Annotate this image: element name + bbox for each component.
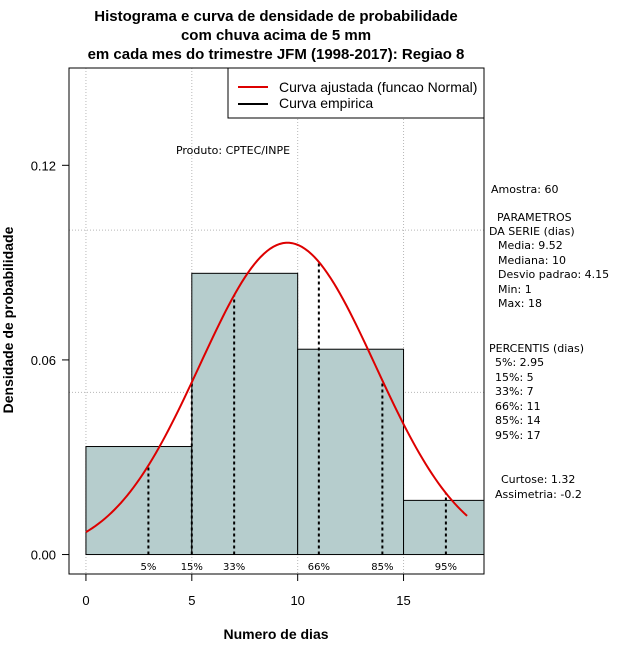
y-tick-label: 0.00 (31, 548, 56, 563)
percentile-labels: 5% 15% 33% 66% 85% 95% (140, 562, 457, 573)
axes: 0 5 10 15 0.00 0.06 0.12 (31, 158, 411, 608)
stat-param: Desvio padrao: 4.15 (498, 268, 609, 281)
stat-param: Mediana: 10 (498, 254, 566, 267)
chart-title-line-2: com chuva acima de 5 mm (181, 27, 371, 44)
normal-curve (85, 241, 468, 533)
percentile-label: 66% (308, 562, 330, 573)
histogram-bar (85, 446, 193, 556)
legend-box (227, 67, 485, 119)
stat-percentil: 66%: 11 (495, 400, 541, 413)
stat-curtose: Curtose: 1.32 (501, 473, 575, 486)
x-tick-label: 15 (396, 593, 410, 608)
stat-param: Min: 1 (498, 283, 532, 296)
stat-params-header-2: DA SERIE (dias) (489, 225, 575, 238)
x-axis-label: Numero de dias (223, 626, 328, 642)
stat-percentil: 15%: 5 (495, 371, 534, 384)
histogram-bar (403, 499, 485, 556)
stats-panel: Amostra: 60 PARAMETROS DA SERIE (dias) M… (489, 183, 609, 501)
percentile-label: 15% (181, 562, 203, 573)
y-tick-label: 0.12 (31, 158, 56, 173)
stat-percentil: 5%: 2.95 (495, 356, 544, 369)
stat-param: Max: 18 (498, 297, 542, 310)
stat-assimetria: Assimetria: -0.2 (495, 488, 582, 501)
percentile-label: 5% (140, 562, 156, 573)
stat-percentil: 85%: 14 (495, 414, 541, 427)
stat-percentis-header: PERCENTIS (dias) (489, 342, 584, 355)
percentile-label: 85% (371, 562, 393, 573)
histogram-bar (297, 348, 405, 556)
legend: Curva ajustada (funcao Normal) Curva emp… (227, 67, 485, 119)
legend-entry-empirical: Curva empirica (279, 95, 373, 111)
stat-params-header-1: PARAMETROS (497, 211, 572, 224)
normal-fit-curve (85, 241, 468, 533)
histogram-bar (191, 272, 299, 556)
y-axis-label: Densidade de probabilidade (0, 226, 16, 413)
percentile-lines (147, 261, 447, 555)
legend-entry-fit: Curva ajustada (funcao Normal) (279, 79, 477, 95)
stat-percentil: 33%: 7 (495, 385, 534, 398)
percentile-label: 95% (435, 562, 457, 573)
stat-param: Media: 9.52 (498, 239, 563, 252)
chart-title-line-1: Histograma e curva de densidade de proba… (94, 8, 457, 25)
stat-percentil: 95%: 17 (495, 429, 541, 442)
x-tick-label: 5 (188, 593, 195, 608)
percentile-label: 33% (223, 562, 245, 573)
stat-sample: Amostra: 60 (491, 183, 558, 196)
histogram-bars (85, 272, 485, 556)
x-tick-label: 10 (290, 593, 304, 608)
product-label: Produto: CPTEC/INPE (176, 144, 290, 157)
y-tick-label: 0.06 (31, 353, 56, 368)
chart-title-line-3: em cada mes do trimestre JFM (1998-2017)… (88, 46, 465, 63)
x-tick-label: 0 (82, 593, 89, 608)
